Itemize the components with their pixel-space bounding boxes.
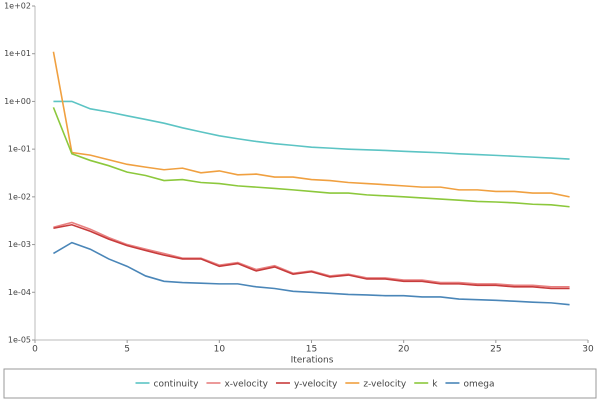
legend-label: continuity (154, 380, 200, 390)
series-line (53, 100, 570, 160)
x-tick-label: 5 (124, 345, 130, 355)
x-axis-label: Iterations (291, 356, 334, 366)
series-line (52, 51, 570, 198)
y-tick-label: 1e-03 (8, 240, 31, 249)
legend-label: x-velocity (224, 380, 268, 390)
y-tick-label: 1e-01 (8, 145, 31, 154)
series-line (53, 241, 570, 306)
legend-label: y-velocity (294, 380, 338, 390)
y-tick-label: 1e+01 (4, 49, 31, 58)
x-tick-label: 15 (306, 345, 317, 355)
series-line (52, 107, 570, 208)
legend-label: z-velocity (363, 380, 407, 390)
y-tick-label: 1e-02 (8, 192, 31, 201)
y-tick-label: 1e+02 (4, 2, 31, 11)
legend-label: k (432, 380, 438, 390)
legend-label: omega (463, 380, 494, 390)
x-tick-label: 20 (398, 345, 410, 355)
y-tick-label: 1e+00 (4, 97, 31, 106)
x-tick-label: 10 (214, 345, 226, 355)
y-tick-label: 1e-04 (8, 288, 31, 297)
series-line (53, 223, 570, 290)
x-tick-label: 0 (32, 345, 38, 355)
y-tick-label: 1e-05 (8, 336, 31, 345)
x-tick-label: 25 (490, 345, 501, 355)
legend-box (3, 368, 597, 399)
x-tick-label: 30 (582, 345, 594, 355)
